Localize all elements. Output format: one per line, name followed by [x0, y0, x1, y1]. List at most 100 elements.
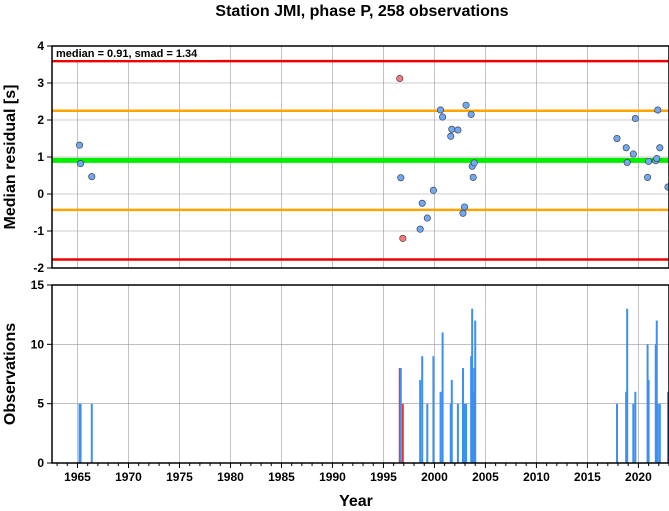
- residual-point: [467, 110, 475, 118]
- observation-bar: [463, 403, 466, 463]
- residual-point: [88, 173, 96, 181]
- observation-bar: [646, 344, 649, 463]
- observation-bar: [656, 403, 659, 463]
- y-tick-label: 3: [37, 76, 44, 90]
- y-tick-label: 1: [37, 150, 44, 164]
- observation-bar: [399, 368, 402, 463]
- residual-points: [76, 75, 669, 242]
- observation-bar: [632, 403, 635, 463]
- outlier-bar: [398, 368, 401, 463]
- residual-point: [622, 144, 630, 152]
- x-tick-label: 2000: [421, 470, 448, 484]
- observation-bar: [472, 391, 475, 463]
- residual-panel: median = 0.91, smad = 1.34 -2 -1 0 1 2 3 4 Med…: [2, 39, 669, 275]
- observations-y-axis-label: Observations: [2, 323, 19, 425]
- observations-y-ticks: 0 5 10 15: [31, 278, 52, 470]
- observations-grid: [52, 284, 669, 464]
- x-tick-label: 1965: [64, 470, 91, 484]
- y-tick-label: 4: [37, 39, 44, 53]
- observation-bar: [470, 356, 473, 463]
- observation-bar: [79, 403, 82, 463]
- stats-label-box: [53, 47, 216, 60]
- observation-bar: [465, 403, 468, 463]
- x-tick-label: 1970: [115, 470, 142, 484]
- observation-bar: [647, 379, 650, 463]
- y-tick-label: 0: [37, 456, 44, 470]
- y-tick-label: 2: [37, 113, 44, 127]
- residual-y-axis-label: Median residual [s]: [2, 85, 19, 230]
- year-x-ticks: 1965 1970 1975 1980 1985 1990 1995 2000 2005 2010…: [56, 463, 669, 484]
- residual-point: [623, 159, 631, 167]
- observation-bar: [461, 368, 464, 463]
- residual-point: [454, 126, 462, 134]
- residual-grid: [52, 45, 669, 269]
- x-axis-label: Year: [339, 493, 373, 510]
- residual-point: [613, 135, 621, 143]
- residual-point: [76, 141, 84, 149]
- residual-point: [423, 214, 431, 222]
- outlier-bar: [401, 403, 404, 463]
- observation-bar: [449, 403, 452, 463]
- residual-point: [77, 160, 85, 168]
- x-tick-label: 2020: [625, 470, 652, 484]
- observation-bar: [419, 379, 422, 463]
- observation-bar: [658, 403, 661, 463]
- observation-bar: [634, 391, 637, 463]
- residual-point: [461, 203, 469, 211]
- residual-point: [437, 106, 445, 114]
- residual-point: [416, 225, 424, 233]
- residual-point: [429, 186, 437, 194]
- observation-bar: [473, 368, 476, 463]
- observation-bar: [615, 403, 618, 463]
- observation-bar: [450, 379, 453, 463]
- observation-bar: [456, 403, 459, 463]
- observations-panel: 0 5 10 15 1965 1970 1975 1980 1985 1990 1995 2000 2…: [2, 278, 669, 510]
- observation-bar: [625, 391, 628, 463]
- outlier-point: [396, 75, 404, 83]
- outlier-point: [399, 234, 407, 242]
- x-tick-label: 1980: [217, 470, 244, 484]
- residual-point: [644, 173, 652, 181]
- y-tick-label: 15: [31, 278, 45, 292]
- residual-point: [448, 125, 456, 133]
- observation-bar: [474, 320, 477, 463]
- observation-bar: [432, 356, 435, 463]
- y-tick-label: -2: [33, 261, 44, 275]
- residual-y-ticks: -2 -1 0 1 2 3 4: [33, 39, 52, 275]
- residual-point: [418, 199, 426, 207]
- observation-bars: [78, 308, 669, 463]
- residual-point: [447, 132, 455, 140]
- residual-point: [459, 209, 467, 217]
- residual-point: [631, 115, 639, 123]
- residual-point: [629, 150, 637, 158]
- observation-bar: [439, 391, 442, 463]
- observation-bar: [421, 356, 424, 463]
- observation-bar: [426, 403, 429, 463]
- x-tick-label: 1985: [268, 470, 295, 484]
- observation-bar: [471, 308, 474, 463]
- observation-bar: [78, 403, 81, 463]
- reference-lines: [52, 59, 669, 261]
- observations-panel-frame: [51, 284, 669, 464]
- stats-label: median = 0.91, smad = 1.34: [56, 48, 198, 60]
- observation-bar: [655, 320, 658, 463]
- x-tick-label: 2005: [472, 470, 499, 484]
- residual-point: [653, 154, 661, 162]
- observation-bar: [441, 332, 444, 463]
- observation-bar: [654, 344, 657, 463]
- x-tick-label: 2010: [523, 470, 550, 484]
- observation-bar: [626, 308, 629, 463]
- residual-point: [656, 144, 664, 152]
- x-tick-label: 2015: [574, 470, 601, 484]
- x-tick-label: 1990: [319, 470, 346, 484]
- residual-point: [469, 173, 477, 181]
- residual-point: [397, 174, 405, 182]
- x-tick-label: 1975: [166, 470, 193, 484]
- y-tick-label: -1: [33, 224, 44, 238]
- x-tick-label: 1995: [370, 470, 397, 484]
- residual-point: [439, 113, 447, 121]
- residual-point: [654, 106, 662, 114]
- y-tick-label: 0: [37, 187, 44, 201]
- residual-point: [645, 157, 653, 165]
